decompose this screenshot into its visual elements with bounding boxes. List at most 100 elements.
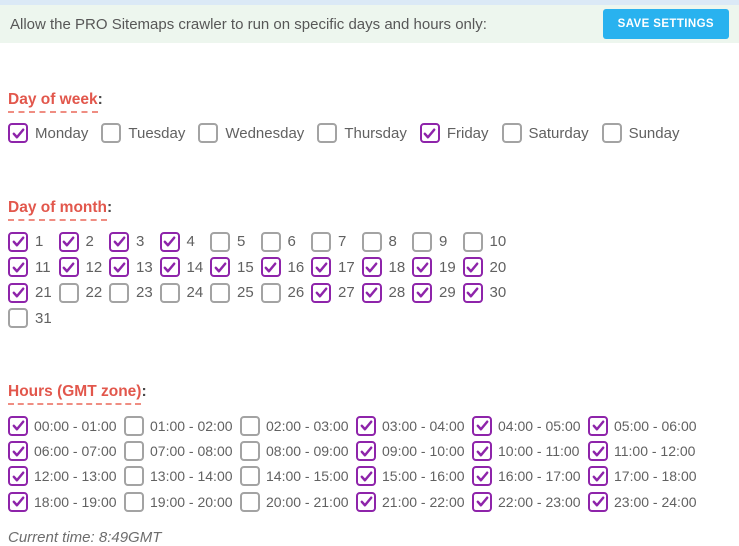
checkbox-item-02-00-03-00[interactable]: 02:00 - 03:00 xyxy=(240,413,356,438)
checkbox-unchecked-icon[interactable] xyxy=(159,282,180,303)
checkbox-checked-icon[interactable] xyxy=(472,466,492,487)
checkbox-unchecked-icon[interactable] xyxy=(198,123,219,143)
checkbox-item-11[interactable]: 11 xyxy=(8,255,59,281)
checkbox-unchecked-icon[interactable] xyxy=(124,415,144,436)
checkbox-checked-icon[interactable] xyxy=(210,257,230,278)
checkbox-item-06-00-07-00[interactable]: 06:00 - 07:00 xyxy=(8,438,124,463)
checkbox-item-10-00-11-00[interactable]: 10:00 - 11:00 xyxy=(472,438,588,463)
checkbox-item-31[interactable]: 31 xyxy=(8,306,59,332)
checkbox-item-04-00-05-00[interactable]: 04:00 - 05:00 xyxy=(472,413,588,438)
checkbox-item-18-00-19-00[interactable]: 18:00 - 19:00 xyxy=(8,489,124,514)
checkbox-checked-icon[interactable] xyxy=(356,441,376,462)
checkbox-item-11-00-12-00[interactable]: 11:00 - 12:00 xyxy=(588,438,704,463)
checkbox-checked-icon[interactable] xyxy=(472,491,492,512)
checkbox-item-5[interactable]: 5 xyxy=(210,229,261,255)
checkbox-checked-icon[interactable] xyxy=(8,415,28,436)
checkbox-unchecked-icon[interactable] xyxy=(260,282,281,303)
checkbox-item-13[interactable]: 13 xyxy=(109,255,160,281)
checkbox-item-23[interactable]: 23 xyxy=(109,280,160,306)
day-of-week-heading-term[interactable]: Day of week xyxy=(8,91,98,113)
checkbox-unchecked-icon[interactable] xyxy=(601,123,622,143)
checkbox-checked-icon[interactable] xyxy=(588,491,608,512)
checkbox-item-09-00-10-00[interactable]: 09:00 - 10:00 xyxy=(356,438,472,463)
checkbox-item-6[interactable]: 6 xyxy=(260,229,312,255)
checkbox-checked-icon[interactable] xyxy=(311,257,331,278)
checkbox-item-wednesday[interactable]: Wednesday xyxy=(198,123,304,143)
checkbox-unchecked-icon[interactable] xyxy=(124,441,144,462)
checkbox-unchecked-icon[interactable] xyxy=(210,282,230,303)
checkbox-item-9[interactable]: 9 xyxy=(412,229,463,255)
checkbox-item-28[interactable]: 28 xyxy=(361,280,413,306)
checkbox-item-3[interactable]: 3 xyxy=(109,229,160,255)
checkbox-unchecked-icon[interactable] xyxy=(361,231,382,252)
checkbox-checked-icon[interactable] xyxy=(361,257,382,278)
checkbox-item-14-00-15-00[interactable]: 14:00 - 15:00 xyxy=(240,464,356,489)
checkbox-checked-icon[interactable] xyxy=(356,466,376,487)
checkbox-item-22[interactable]: 22 xyxy=(58,280,110,306)
checkbox-item-friday[interactable]: Friday xyxy=(419,123,489,143)
checkbox-item-8[interactable]: 8 xyxy=(361,229,413,255)
checkbox-checked-icon[interactable] xyxy=(472,415,492,436)
checkbox-checked-icon[interactable] xyxy=(356,491,376,512)
checkbox-item-monday[interactable]: Monday xyxy=(8,123,88,143)
checkbox-item-20[interactable]: 20 xyxy=(462,255,514,281)
checkbox-item-19[interactable]: 19 xyxy=(412,255,463,281)
checkbox-unchecked-icon[interactable] xyxy=(240,466,260,487)
checkbox-unchecked-icon[interactable] xyxy=(240,491,260,512)
checkbox-item-01-00-02-00[interactable]: 01:00 - 02:00 xyxy=(124,413,240,438)
checkbox-unchecked-icon[interactable] xyxy=(58,282,79,303)
checkbox-unchecked-icon[interactable] xyxy=(124,491,144,512)
save-settings-button[interactable]: SAVE SETTINGS xyxy=(602,9,729,39)
checkbox-unchecked-icon[interactable] xyxy=(240,415,260,436)
checkbox-item-1[interactable]: 1 xyxy=(8,229,59,255)
checkbox-checked-icon[interactable] xyxy=(109,257,129,278)
checkbox-checked-icon[interactable] xyxy=(462,282,483,303)
checkbox-item-22-00-23-00[interactable]: 22:00 - 23:00 xyxy=(472,489,588,514)
checkbox-unchecked-icon[interactable] xyxy=(240,441,260,462)
checkbox-unchecked-icon[interactable] xyxy=(412,231,432,252)
checkbox-checked-icon[interactable] xyxy=(472,441,492,462)
checkbox-unchecked-icon[interactable] xyxy=(317,123,338,143)
checkbox-checked-icon[interactable] xyxy=(159,257,180,278)
checkbox-checked-icon[interactable] xyxy=(159,231,180,252)
checkbox-item-12-00-13-00[interactable]: 12:00 - 13:00 xyxy=(8,464,124,489)
checkbox-unchecked-icon[interactable] xyxy=(260,231,281,252)
checkbox-item-19-00-20-00[interactable]: 19:00 - 20:00 xyxy=(124,489,240,514)
day-of-month-heading-term[interactable]: Day of month xyxy=(8,199,108,221)
checkbox-checked-icon[interactable] xyxy=(58,257,79,278)
checkbox-checked-icon[interactable] xyxy=(8,491,28,512)
checkbox-checked-icon[interactable] xyxy=(588,415,608,436)
checkbox-unchecked-icon[interactable] xyxy=(311,231,331,252)
checkbox-checked-icon[interactable] xyxy=(8,466,28,487)
checkbox-item-2[interactable]: 2 xyxy=(58,229,110,255)
checkbox-checked-icon[interactable] xyxy=(8,123,28,143)
checkbox-item-18[interactable]: 18 xyxy=(361,255,413,281)
checkbox-item-10[interactable]: 10 xyxy=(462,229,514,255)
checkbox-item-17[interactable]: 17 xyxy=(311,255,362,281)
checkbox-checked-icon[interactable] xyxy=(8,257,28,278)
checkbox-item-14[interactable]: 14 xyxy=(159,255,211,281)
checkbox-item-29[interactable]: 29 xyxy=(412,280,463,306)
checkbox-checked-icon[interactable] xyxy=(419,123,440,143)
checkbox-item-17-00-18-00[interactable]: 17:00 - 18:00 xyxy=(588,464,704,489)
checkbox-unchecked-icon[interactable] xyxy=(109,282,129,303)
checkbox-checked-icon[interactable] xyxy=(260,257,281,278)
checkbox-item-saturday[interactable]: Saturday xyxy=(501,123,589,143)
checkbox-item-21-00-22-00[interactable]: 21:00 - 22:00 xyxy=(356,489,472,514)
checkbox-checked-icon[interactable] xyxy=(356,415,376,436)
checkbox-item-12[interactable]: 12 xyxy=(58,255,110,281)
checkbox-unchecked-icon[interactable] xyxy=(8,308,28,329)
checkbox-unchecked-icon[interactable] xyxy=(462,231,483,252)
checkbox-checked-icon[interactable] xyxy=(311,282,331,303)
checkbox-unchecked-icon[interactable] xyxy=(124,466,144,487)
checkbox-item-03-00-04-00[interactable]: 03:00 - 04:00 xyxy=(356,413,472,438)
checkbox-item-sunday[interactable]: Sunday xyxy=(601,123,679,143)
checkbox-item-25[interactable]: 25 xyxy=(210,280,261,306)
checkbox-unchecked-icon[interactable] xyxy=(501,123,522,143)
checkbox-item-15-00-16-00[interactable]: 15:00 - 16:00 xyxy=(356,464,472,489)
checkbox-item-4[interactable]: 4 xyxy=(159,229,211,255)
checkbox-checked-icon[interactable] xyxy=(588,441,608,462)
checkbox-checked-icon[interactable] xyxy=(588,466,608,487)
checkbox-item-26[interactable]: 26 xyxy=(260,280,312,306)
checkbox-checked-icon[interactable] xyxy=(412,282,432,303)
